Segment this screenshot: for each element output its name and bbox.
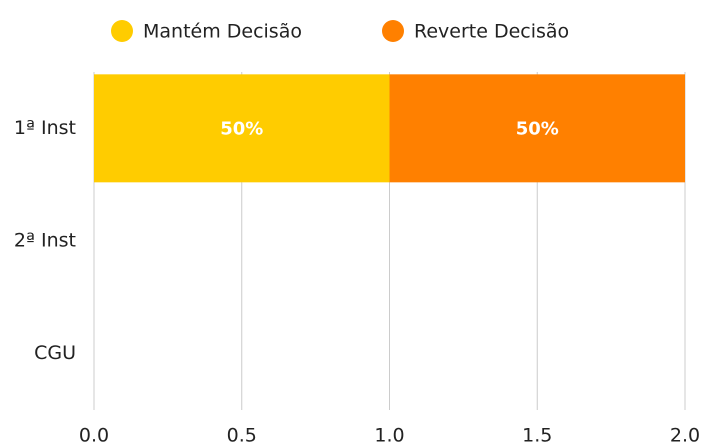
legend-label: Reverte Decisão [414,21,569,43]
y-tick-label: 2ª Inst [14,230,76,252]
x-tick-label: 0.0 [79,425,109,446]
legend-swatch [111,20,133,42]
y-tick-label: 1ª Inst [14,117,76,139]
y-tick-label: CGU [34,342,76,364]
bar-segment [389,74,685,183]
x-tick-label: 1.0 [374,425,404,446]
bar-segment [94,74,390,183]
x-tick-label: 0.5 [227,425,257,446]
value-label: 50% [220,118,263,139]
legend-swatch [382,20,404,42]
x-tick-label: 2.0 [670,425,700,446]
value-label: 50% [516,118,559,139]
x-tick-label: 1.5 [522,425,552,446]
legend-label: Mantém Decisão [143,21,302,43]
